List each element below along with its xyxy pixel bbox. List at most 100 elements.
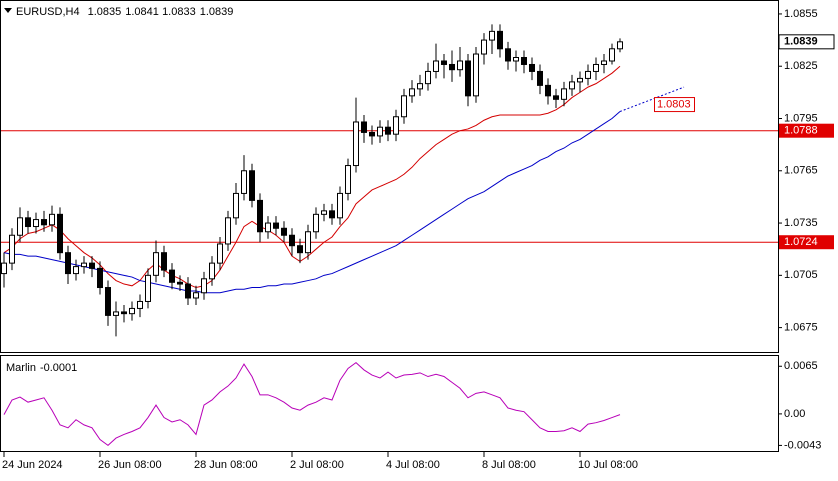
candle-body [113,311,119,316]
candle-body [497,30,503,50]
moving-average [3,65,621,289]
ohlc-close: 1.0839 [200,6,234,18]
candle-body [537,70,543,86]
candle-body [377,126,383,137]
candle-body [185,283,191,299]
candle-body [393,116,399,135]
candle-body [193,292,199,299]
candle-body [401,95,407,118]
candle-body [241,170,247,194]
candle-body [153,252,159,276]
y-tick-label: 1.0825 [784,60,818,72]
candle-body [225,217,231,245]
x-tick-label: 4 Jul 08:00 [386,459,440,471]
candle-body [1,262,7,275]
candle-body [337,192,343,219]
candle-body [481,39,487,55]
indicator-line [3,361,621,447]
x-tick-label: 26 Jun 08:00 [98,459,162,471]
x-tick-label: 24 Jun 2024 [2,459,63,471]
indicator-header: Marlin -0.0001 [6,362,77,374]
candle-body [121,311,127,315]
candle-body [473,53,479,97]
price-label-box [778,34,835,50]
y-tick-label: 1.0765 [784,165,818,177]
y-tick-label: 1.0675 [784,322,818,334]
indicator-frame [0,355,779,452]
candle-body [137,300,143,309]
candle-body [169,269,175,283]
y-tick-label: 1.0705 [784,269,818,281]
menu-triangle[interactable] [4,8,12,13]
candle-body [177,281,183,285]
candle-body [57,213,63,254]
level-label-box [779,235,834,250]
y-tick-label: 1.0855 [784,8,818,20]
moving-average [3,111,621,294]
candle-body [593,63,599,72]
candle-body [17,217,23,236]
candle-body [25,217,31,228]
indicator-value: -0.0001 [40,362,77,374]
candle-body [425,70,431,85]
candle-body [361,121,367,133]
candle-body [81,262,87,268]
level-label: 1.0724 [784,236,818,248]
candle-body [561,88,567,100]
main-frame [0,0,779,353]
candle-body [33,219,39,228]
candle-body [601,60,607,65]
price-label: 1.0839 [784,36,818,48]
candle-body [385,126,391,135]
candle-body [249,170,255,201]
candle-body [265,222,271,233]
candle-body [457,60,463,71]
candle-body [217,243,223,264]
y-tick-label: -0.0043 [784,439,821,451]
candle-body [609,48,615,62]
candle-body [257,199,263,233]
level-label-box [779,123,834,138]
candle-body [9,234,15,264]
level-label: 1.0788 [784,125,818,137]
candle-body [233,192,239,219]
candle-body [577,77,583,83]
candle-body [161,252,167,271]
candle-body [329,210,335,219]
candle-body [105,287,111,316]
candle-body [313,213,319,233]
candle-body [369,131,375,137]
chart-header: EURUSD,H4 1.0835 1.0841 1.0833 1.0839 [16,6,233,18]
candle-body [305,231,311,254]
candle-body [617,41,623,50]
candle-body [433,60,439,72]
candle-body [545,84,551,97]
candle-body [489,30,495,41]
candle-body [321,210,327,215]
candle-body [289,234,295,247]
forecast-label-box [654,97,695,113]
candle-body [441,60,447,65]
x-tick-label: 8 Jul 08:00 [482,459,536,471]
indicator-name: Marlin [6,362,36,374]
candle-body [49,213,55,226]
candle-body [73,266,79,275]
candle-body [529,63,535,72]
candle-body [201,278,207,294]
symbol: EURUSD,H4 [16,6,80,18]
y-tick-label: 0.00 [784,408,805,420]
y-tick-label: 0.0065 [784,360,818,372]
candle-body [585,70,591,79]
candle-body [281,227,287,236]
candle-body [449,63,455,71]
candle-body [409,88,415,97]
candle-body [273,222,279,229]
candle-body [513,57,519,62]
x-tick-label: 2 Jul 08:00 [290,459,344,471]
candle-body [89,262,95,269]
y-tick-label: 1.0795 [784,112,818,124]
candle-body [65,252,71,275]
candle-body [521,57,527,65]
candle-body [97,267,103,289]
